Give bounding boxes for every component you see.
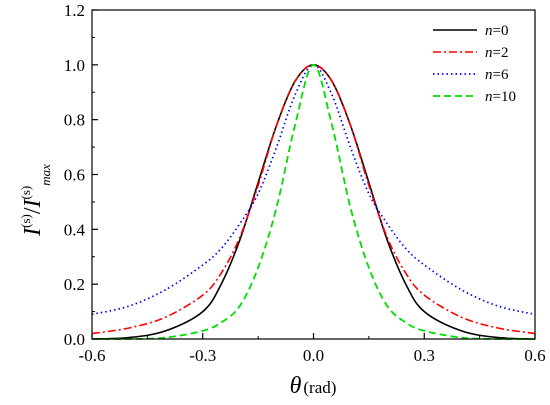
y-tick-label: 0.6 xyxy=(64,166,85,185)
legend-label-1: n=2 xyxy=(485,45,508,61)
legend-label-0: n=0 xyxy=(485,23,508,39)
y-tick-label: 1.0 xyxy=(64,56,85,75)
x-tick-label: 0.6 xyxy=(524,346,545,365)
x-tick-label: -0.6 xyxy=(79,346,106,365)
x-tick-label: 0.0 xyxy=(303,346,324,365)
y-axis-title: I(s)/I(s)max xyxy=(18,164,53,237)
legend-label-3: n=10 xyxy=(485,89,516,105)
x-axis-unit: (rad) xyxy=(303,378,336,397)
x-axis-title: θ (rad) xyxy=(290,373,337,399)
y-axis-denominator-sup: (s) xyxy=(18,186,33,200)
legend: n=0 n=2 n=6 n=10 xyxy=(433,23,516,105)
plot-frame xyxy=(91,9,536,340)
legend-label-2: n=6 xyxy=(485,67,509,83)
x-tick-labels: -0.6 -0.3 0.0 0.3 0.6 xyxy=(79,346,546,365)
y-axis-denominator: I xyxy=(20,199,46,209)
y-tick-label: 0.4 xyxy=(64,220,86,239)
series-group xyxy=(91,63,536,340)
series-line-1 xyxy=(91,63,536,335)
y-axis-denominator-sub: max xyxy=(38,164,53,186)
y-axis-numerator: I xyxy=(20,227,46,237)
y-tick-labels: 0.0 0.2 0.4 0.6 0.8 1.0 1.2 xyxy=(64,1,86,349)
x-axis-symbol: θ xyxy=(290,373,302,399)
y-tick-label: 0.8 xyxy=(64,111,85,130)
y-tick-label: 0.2 xyxy=(64,275,85,294)
y-tick-label: 1.2 xyxy=(64,1,85,20)
y-tick-label: 0.0 xyxy=(64,330,85,349)
series-line-3 xyxy=(91,63,536,340)
x-tick-label: -0.3 xyxy=(189,346,216,365)
y-axis-slash: / xyxy=(20,207,46,214)
x-tick-label: 0.3 xyxy=(414,346,435,365)
y-axis-numerator-sup: (s) xyxy=(18,214,33,228)
series-line-2 xyxy=(91,63,536,316)
series-line-0 xyxy=(91,63,536,340)
tick-marks xyxy=(91,9,536,340)
